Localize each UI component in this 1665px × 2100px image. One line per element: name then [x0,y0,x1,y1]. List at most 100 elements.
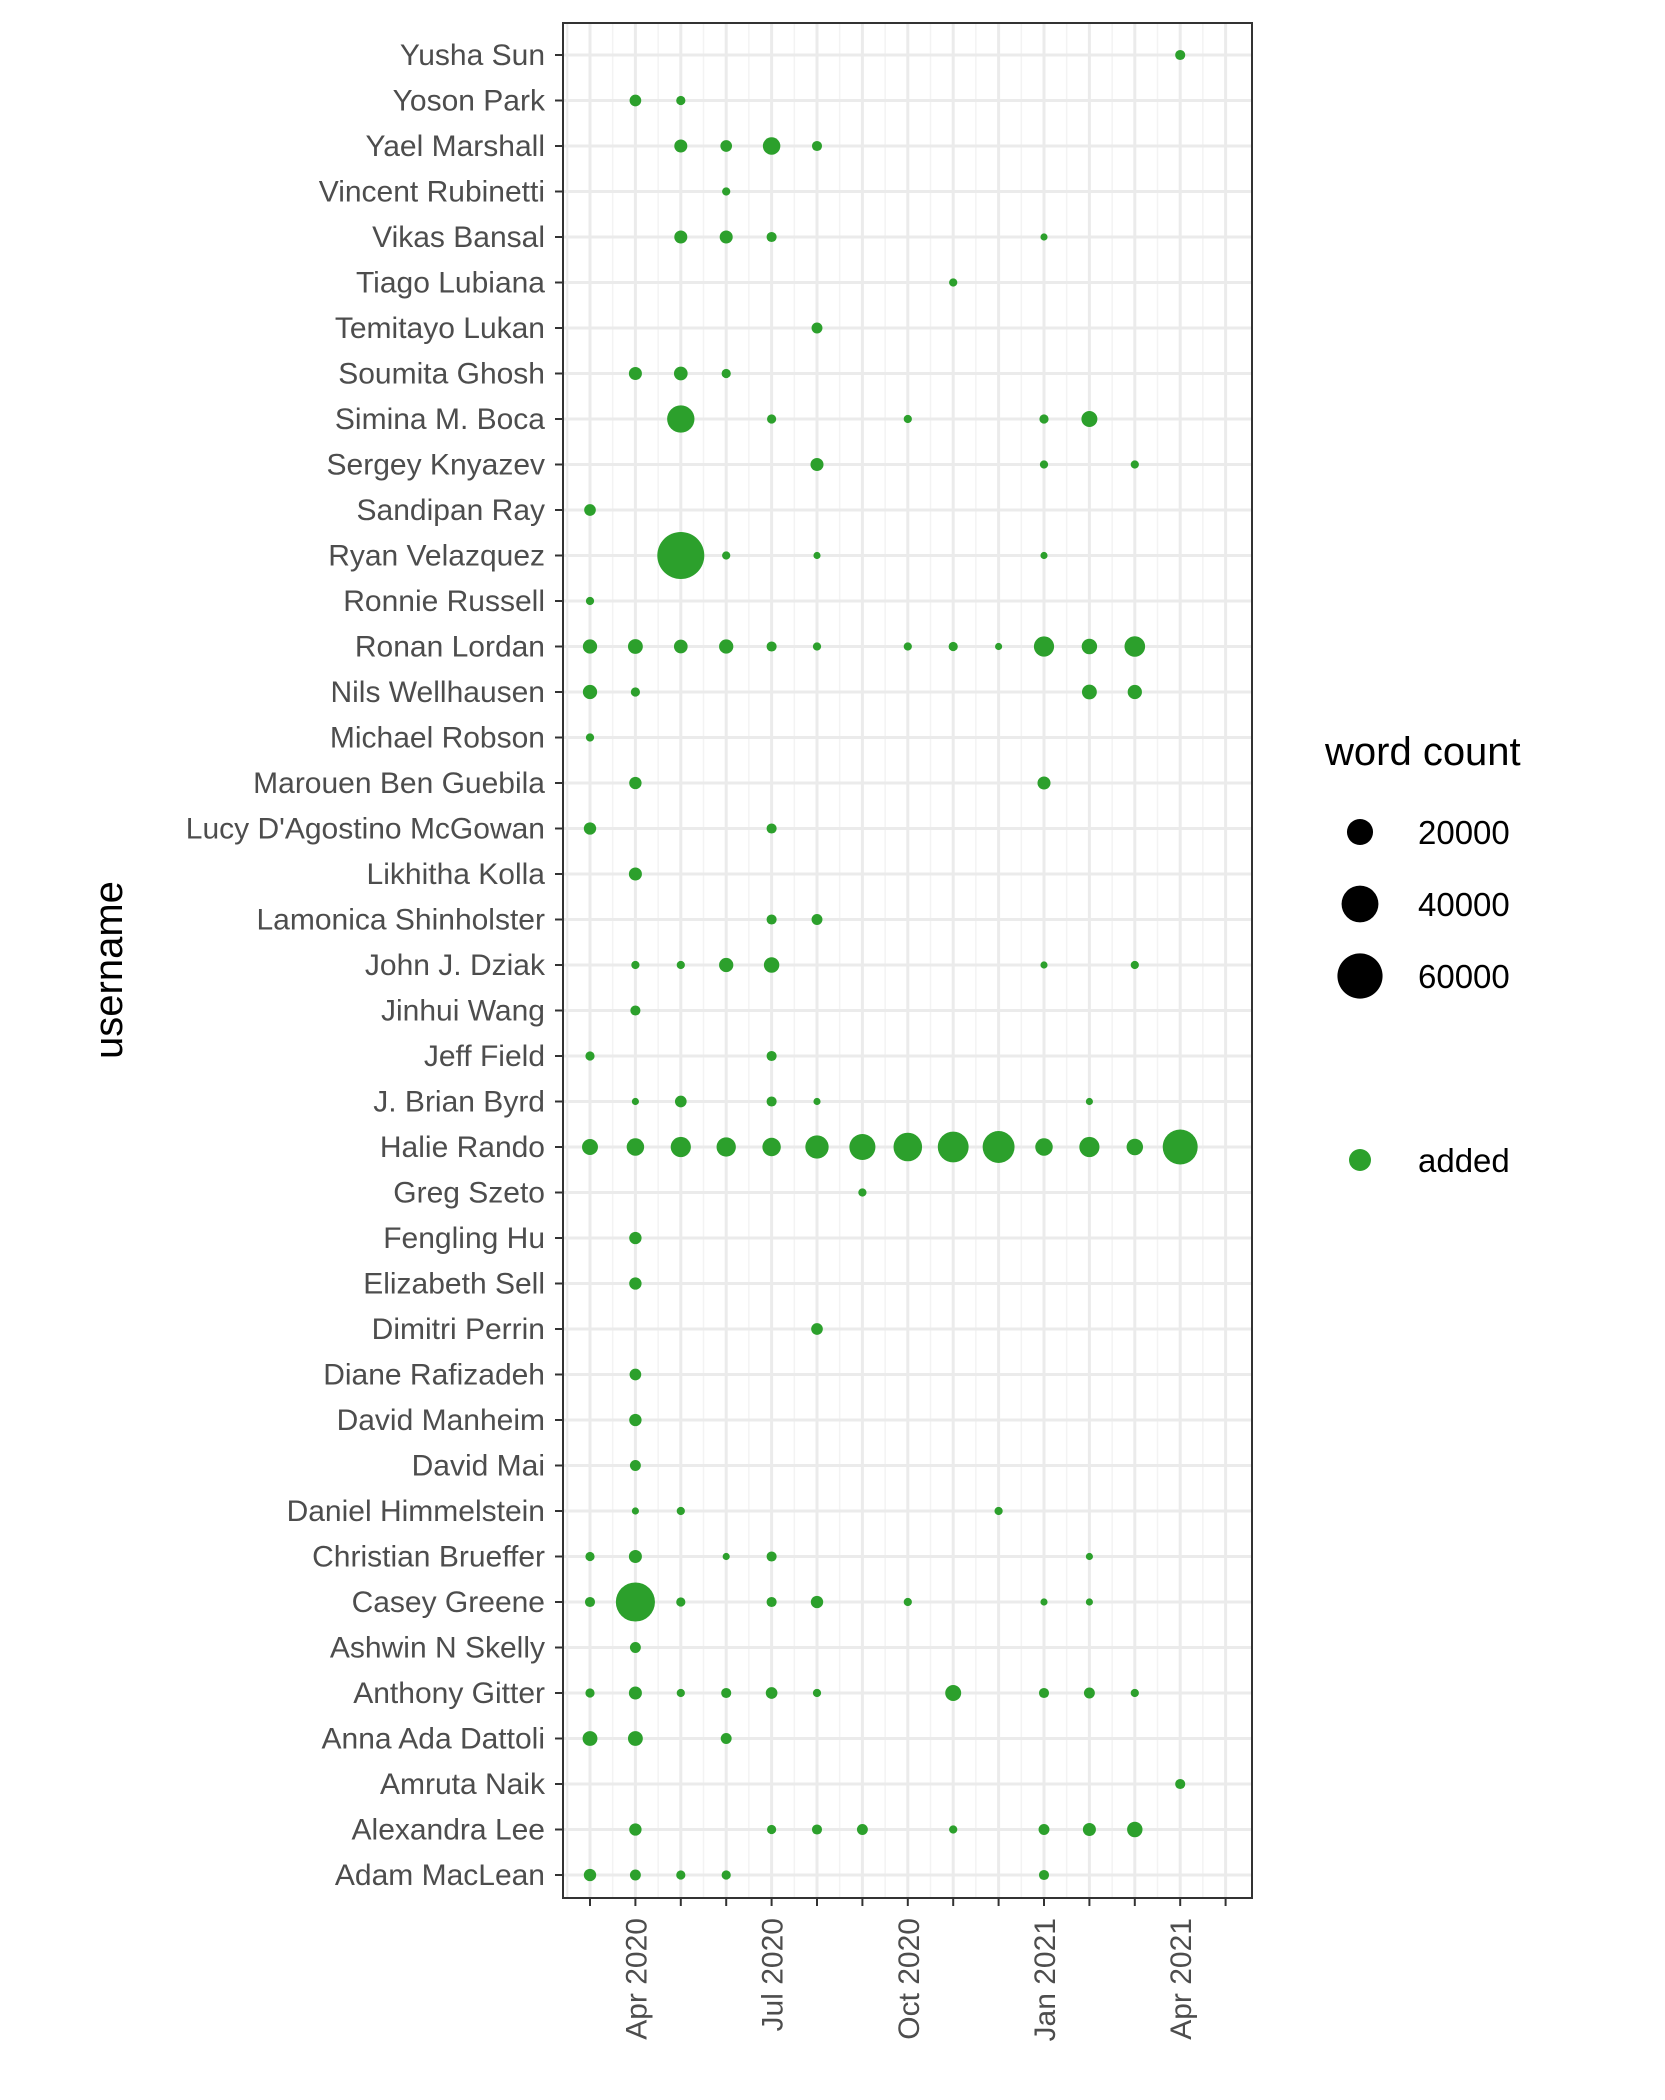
data-point [676,1688,685,1698]
data-point [716,1137,736,1157]
data-point [812,1688,822,1698]
data-point [719,639,734,654]
y-tick-label: Elizabeth Sell [363,1268,545,1301]
data-point [937,1131,969,1163]
data-point [811,1824,823,1835]
data-point [766,1050,777,1062]
data-point [584,1596,596,1608]
data-point [721,1687,732,1699]
data-point [948,641,958,652]
data-point [582,1731,598,1746]
data-point [629,1413,642,1427]
y-tick-label: Daniel Himmelstein [287,1495,545,1528]
data-point [676,95,686,106]
data-point [585,1051,595,1061]
point-layer [582,49,1198,1882]
data-point [1175,49,1186,61]
data-point [1081,638,1098,655]
data-point [766,1596,777,1608]
color-legend-label: added [1418,1142,1510,1179]
data-point [676,960,685,970]
data-point [893,1132,923,1162]
y-tick-label: Dimitri Perrin [372,1313,545,1346]
y-tick-label: Sergey Knyazev [327,449,545,482]
data-point [762,137,781,155]
y-tick-label: Alexandra Lee [352,1814,545,1847]
data-point [585,596,595,606]
data-point [766,1551,777,1562]
y-tick-label: Halie Rando [380,1131,545,1164]
data-point [765,1687,778,1699]
y-tick-label: Yoson Park [393,85,546,118]
data-point [949,278,958,287]
data-point [722,187,731,196]
x-tick-label: Jul 2020 [757,1918,790,2031]
data-point [628,867,642,881]
data-point [1162,1129,1198,1165]
data-point [813,1097,821,1106]
y-tick-label: Marouen Ben Guebila [253,767,545,800]
data-point [1175,1778,1186,1790]
data-point [629,1368,642,1381]
data-point [630,687,641,697]
data-point [629,1823,642,1836]
data-point [676,1506,685,1516]
data-point [631,1097,639,1106]
data-point [1083,1687,1095,1699]
data-point [584,504,596,516]
y-tick-label: Ronan Lordan [355,631,545,664]
data-point [1127,1821,1143,1838]
y-tick-label: Anthony Gitter [353,1677,545,1710]
data-point [629,1460,641,1471]
data-point [628,1686,642,1700]
data-point [674,230,688,244]
data-point [813,551,821,560]
y-tick-label: Ryan Velazquez [328,540,545,573]
size-legend-title: word count [1324,730,1521,774]
data-point [1124,636,1146,657]
data-point [766,414,777,424]
data-point [1081,684,1097,700]
data-point [982,1131,1015,1163]
data-point [810,457,824,472]
x-tick-label: Apr 2020 [620,1918,653,2040]
y-tick-label: Jeff Field [424,1040,545,1073]
data-point [582,639,598,654]
data-point [720,1733,732,1744]
data-point [628,366,642,381]
data-point [629,94,642,107]
data-point [1039,414,1049,424]
size-legend-key [1346,818,1374,846]
data-point [762,1137,781,1157]
y-tick-label: Yusha Sun [400,39,545,72]
data-point [630,1005,641,1016]
y-tick-label: Ronnie Russell [343,585,545,618]
y-axis-title: username [87,881,131,1059]
y-tick-label: David Manheim [337,1404,545,1437]
data-point [805,1135,829,1159]
data-point [1081,411,1098,427]
data-point [629,1277,642,1290]
data-point [1040,233,1048,241]
data-point [1079,1136,1100,1158]
y-tick-label: Likhitha Kolla [367,858,546,891]
data-point [945,1685,962,1701]
data-point [812,642,822,651]
y-tick-label: J. Brian Byrd [373,1086,545,1119]
data-point [1127,684,1142,700]
x-tick-label: Apr 2021 [1165,1918,1198,2040]
data-point [766,1824,777,1835]
color-legend-key [1349,1149,1371,1171]
data-point [582,684,598,700]
y-tick-label: John J. Dziak [365,949,546,982]
y-tick-label: Anna Ada Dattoli [322,1723,546,1756]
data-point [667,405,695,433]
size-legend-label: 20000 [1418,814,1510,851]
data-point [1085,1097,1093,1106]
data-point [1038,1687,1050,1699]
data-point [670,1136,691,1158]
data-point [766,641,777,652]
y-tick-label: Lamonica Shinholster [256,904,545,937]
data-point [1130,960,1139,970]
